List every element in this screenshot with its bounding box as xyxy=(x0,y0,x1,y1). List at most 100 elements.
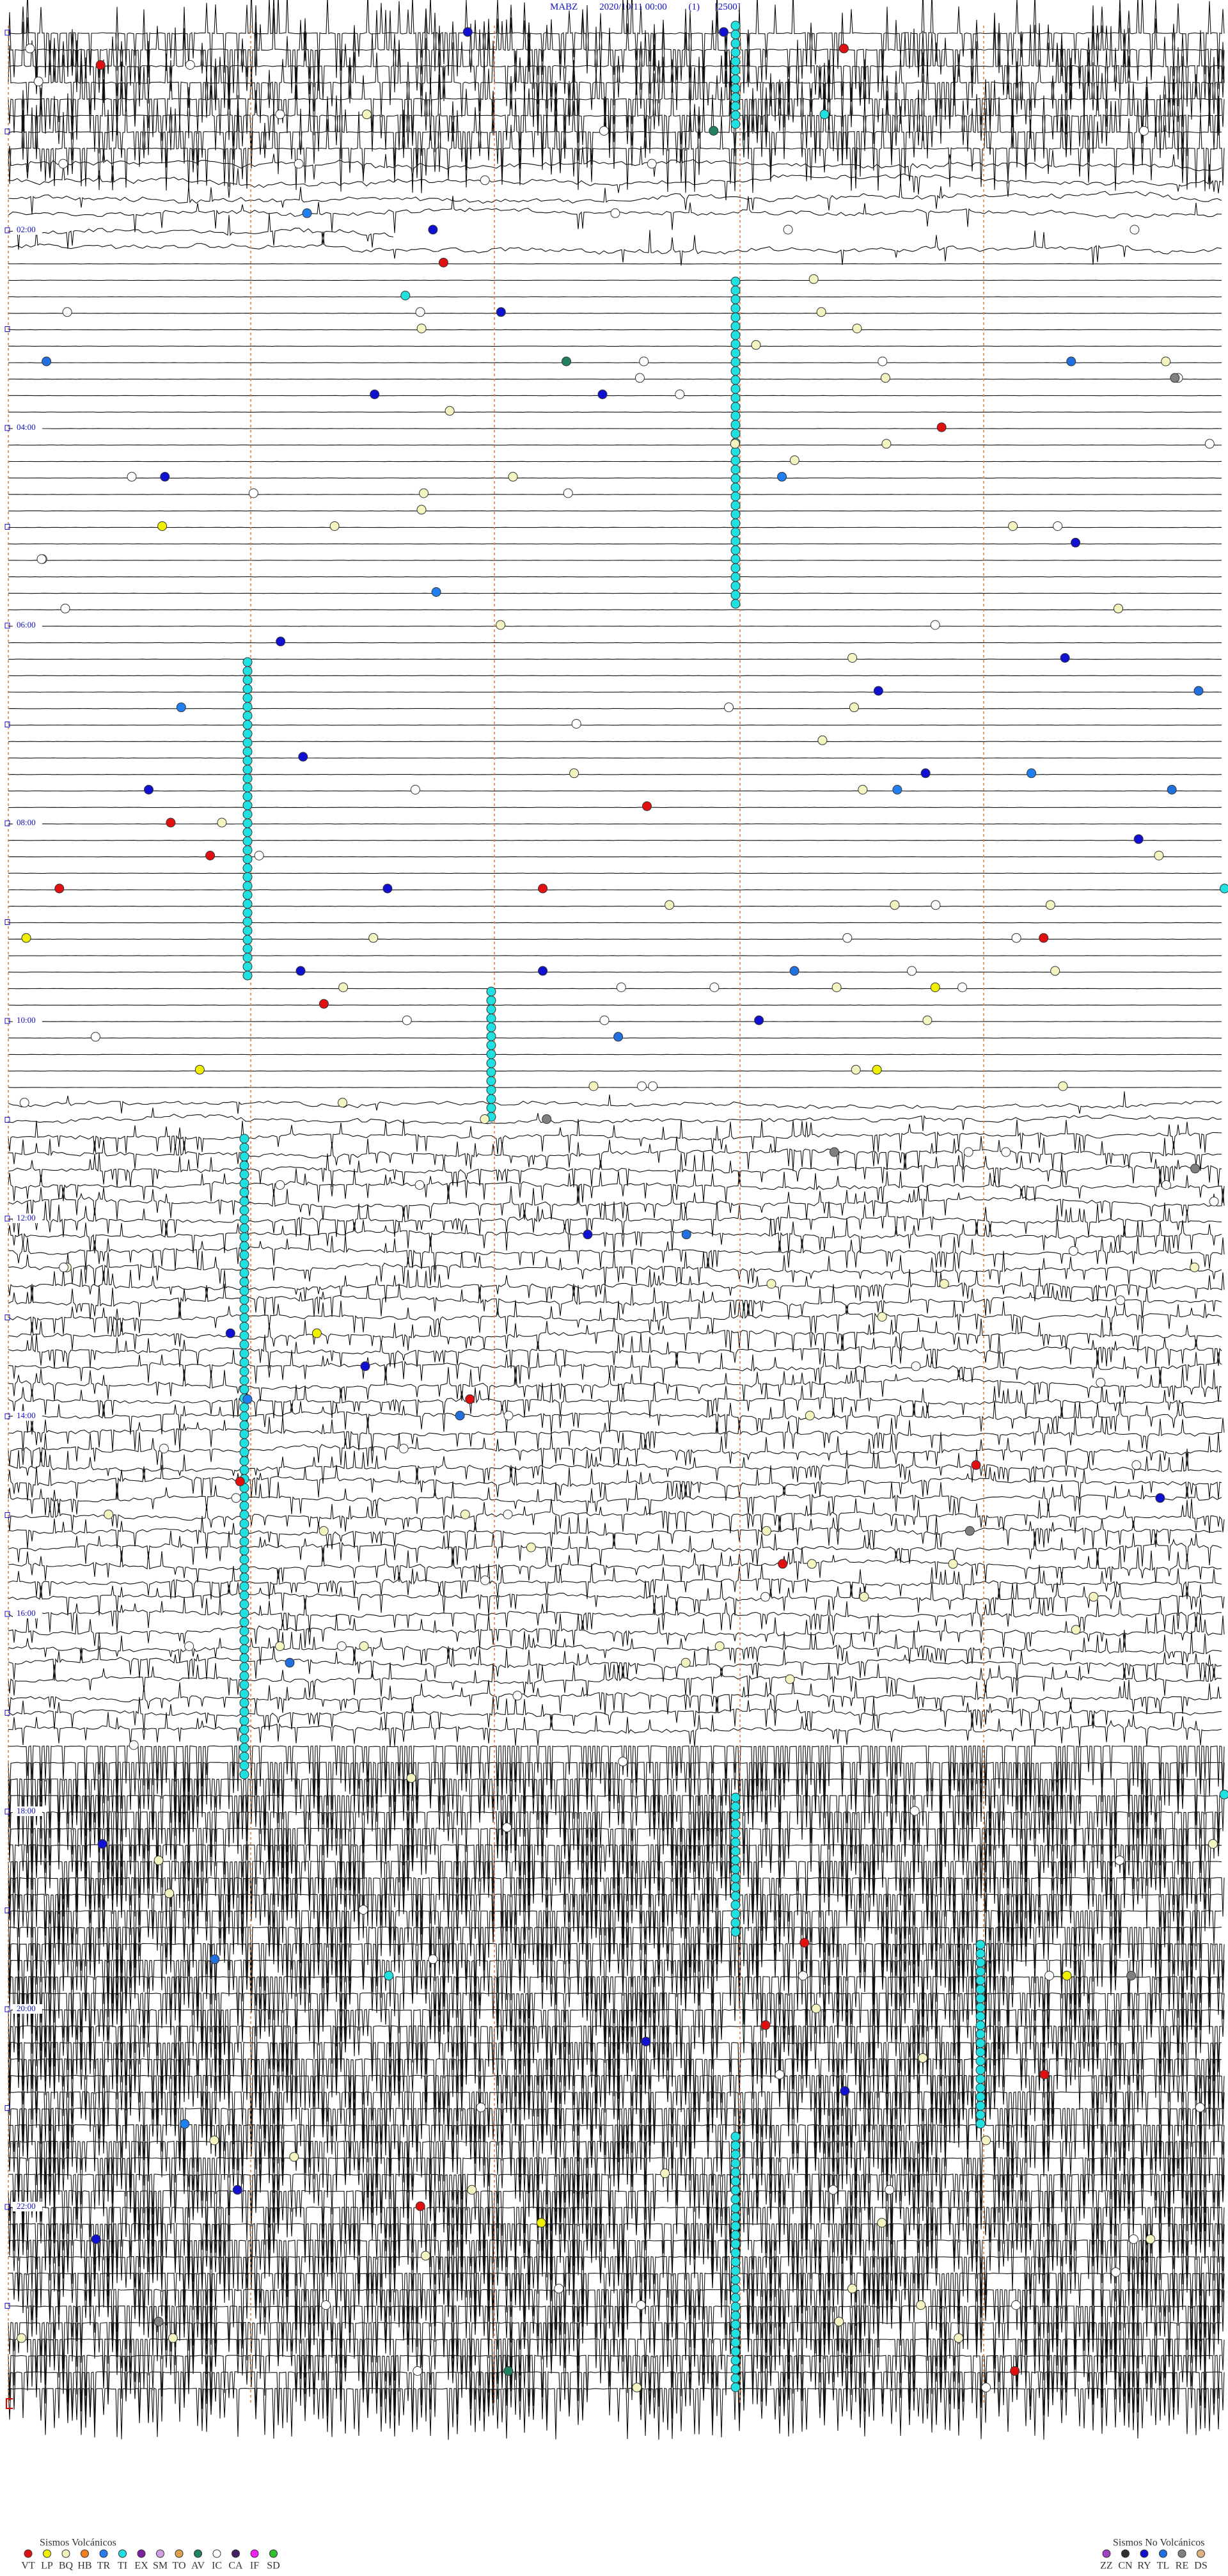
event-dot xyxy=(920,768,931,778)
event-dot xyxy=(239,1492,249,1502)
legend-dot xyxy=(1197,2549,1205,2558)
event-dot xyxy=(588,1081,599,1091)
event-dot xyxy=(730,572,741,582)
trace xyxy=(8,228,1222,266)
trace xyxy=(8,1464,1222,1501)
event-dot xyxy=(907,966,917,976)
legend-code: AV xyxy=(191,2561,205,2572)
event-dot xyxy=(239,1698,249,1708)
event-dot xyxy=(634,373,645,383)
event-dot xyxy=(480,1576,490,1585)
event-dot xyxy=(476,2103,486,2112)
trace xyxy=(8,2107,1222,2160)
event-dot xyxy=(730,1927,741,1937)
event-dot xyxy=(730,2212,741,2222)
event-dot xyxy=(239,1277,249,1287)
event-dot xyxy=(503,1510,513,1519)
legend-dot xyxy=(24,2549,33,2558)
event-dot xyxy=(1115,1855,1124,1865)
event-dot xyxy=(1045,900,1055,910)
event-dot xyxy=(975,2029,986,2039)
event-dot xyxy=(239,1411,249,1421)
event-dot xyxy=(496,307,506,317)
event-dot xyxy=(242,666,253,676)
legend-dot xyxy=(137,2549,146,2558)
event-dot xyxy=(838,43,849,54)
event-dot xyxy=(467,2185,477,2195)
event-dot xyxy=(730,581,741,591)
event-dot xyxy=(42,356,52,367)
event-dot xyxy=(54,883,65,894)
event-dot xyxy=(368,933,379,943)
event-dot xyxy=(90,1032,100,1042)
event-dot xyxy=(242,747,253,757)
legend-code: RY xyxy=(1137,2561,1151,2572)
event-dot xyxy=(242,764,253,775)
event-dot xyxy=(275,109,285,120)
event-dot xyxy=(239,1304,249,1314)
event-dot xyxy=(730,1900,741,1910)
event-dot xyxy=(239,1232,249,1242)
event-dot xyxy=(242,773,253,784)
time-label: 10:00 xyxy=(17,1015,36,1025)
trace xyxy=(8,1185,1225,1221)
event-dot xyxy=(911,1361,921,1371)
event-dot xyxy=(239,1429,249,1439)
event-dot xyxy=(675,390,685,399)
trace xyxy=(8,1201,1222,1237)
event-dot xyxy=(242,720,253,730)
event-dot xyxy=(730,74,741,84)
event-dot xyxy=(730,554,741,564)
legend-dot xyxy=(1159,2549,1167,2558)
event-dot xyxy=(975,2101,986,2111)
event-dot xyxy=(166,818,176,828)
event-dot xyxy=(321,2300,331,2310)
event-dot xyxy=(239,1617,249,1627)
event-dot xyxy=(242,755,253,766)
event-dot xyxy=(880,373,890,383)
event-dot xyxy=(503,1410,514,1421)
event-dot xyxy=(242,854,253,864)
event-dots xyxy=(17,20,1228,2392)
event-dot xyxy=(480,175,490,186)
time-label: 22:00 xyxy=(17,2201,36,2211)
event-dot xyxy=(730,2284,741,2294)
event-dot xyxy=(185,60,195,70)
event-dot xyxy=(486,1013,496,1023)
event-dot xyxy=(445,406,455,416)
legend-dot xyxy=(269,2549,278,2558)
event-dot xyxy=(1190,1164,1200,1174)
event-dot xyxy=(885,2185,895,2195)
event-dot xyxy=(963,1147,973,1157)
trace xyxy=(8,180,1222,215)
legend-code: LP xyxy=(41,2561,53,2572)
event-dot xyxy=(242,836,253,846)
event-dot xyxy=(242,702,253,712)
trace xyxy=(8,1119,1222,1155)
hour-box xyxy=(4,1611,10,1617)
event-dot xyxy=(909,1806,920,1816)
event-dot xyxy=(239,1537,249,1547)
event-dot xyxy=(538,883,548,894)
legend-code: CA xyxy=(228,2561,243,2572)
event-dot xyxy=(242,926,253,936)
event-dot xyxy=(1130,225,1140,235)
time-label: 02:00 xyxy=(17,225,36,234)
legend-dot xyxy=(156,2549,164,2558)
event-dot xyxy=(730,2266,741,2276)
label-bg xyxy=(13,1213,42,1223)
end-marker xyxy=(6,2398,13,2409)
event-dot xyxy=(239,1572,249,1583)
event-dot xyxy=(730,402,741,412)
station: MABZ xyxy=(550,2,578,12)
legend-dot xyxy=(250,2549,259,2558)
event-dot xyxy=(154,2316,164,2327)
event-dot xyxy=(239,1187,249,1197)
event-dot xyxy=(637,1081,647,1091)
event-dot xyxy=(239,1671,249,1681)
event-dot xyxy=(730,464,741,475)
event-dot xyxy=(730,411,741,421)
event-dot xyxy=(730,2194,741,2204)
hour-box xyxy=(4,227,10,233)
event-dot xyxy=(239,1331,249,1341)
